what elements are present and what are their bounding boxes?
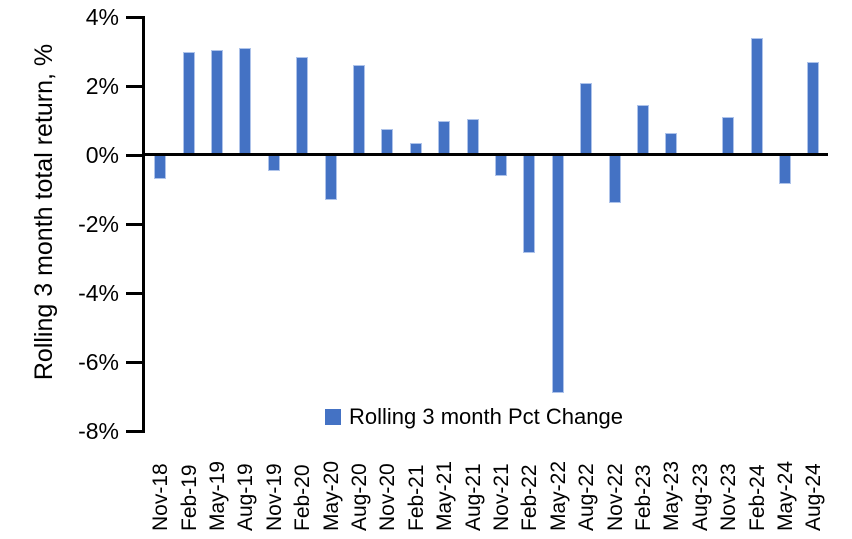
x-tick-label-Feb-20: Feb-20 bbox=[291, 464, 314, 531]
bar-Aug-24 bbox=[807, 62, 819, 155]
x-tick-label-May-24: May-24 bbox=[774, 460, 797, 531]
bar-Feb-23 bbox=[637, 105, 649, 155]
bar-May-24 bbox=[779, 155, 791, 184]
y-tick-label: 2% bbox=[85, 73, 119, 99]
y-tick-mark bbox=[126, 84, 143, 88]
bar-Aug-19 bbox=[239, 48, 251, 155]
x-tick-label-May-21: May-21 bbox=[433, 460, 456, 531]
bar-Feb-22 bbox=[523, 155, 535, 253]
x-tick-label-Feb-21: Feb-21 bbox=[405, 464, 428, 531]
bar-Aug-22 bbox=[580, 83, 592, 155]
y-tick-mark bbox=[126, 222, 143, 226]
x-tick-label-Nov-18: Nov-18 bbox=[149, 463, 172, 531]
bar-Nov-22 bbox=[609, 155, 621, 203]
x-tick-label-Aug-24: Aug-24 bbox=[802, 463, 825, 531]
x-tick-label-Aug-21: Aug-21 bbox=[462, 463, 485, 531]
y-tick-label: 4% bbox=[85, 4, 119, 30]
legend-label: Rolling 3 month Pct Change bbox=[349, 404, 623, 429]
bar-Nov-19 bbox=[268, 155, 280, 171]
x-tick-label-May-22: May-22 bbox=[547, 460, 570, 531]
y-tick-label: -2% bbox=[78, 211, 119, 237]
x-tick-label-May-23: May-23 bbox=[660, 460, 683, 531]
x-tick-label-Nov-19: Nov-19 bbox=[263, 463, 286, 531]
x-tick-label-Feb-23: Feb-23 bbox=[632, 464, 655, 531]
bar-May-22 bbox=[552, 155, 564, 393]
y-tick-mark bbox=[126, 15, 143, 19]
bar-Feb-20 bbox=[296, 57, 308, 155]
x-tick-label-Aug-22: Aug-22 bbox=[575, 463, 598, 531]
bar-Feb-24 bbox=[751, 38, 763, 155]
y-tick-mark bbox=[126, 429, 143, 433]
y-tick-mark bbox=[126, 153, 143, 157]
bar-May-19 bbox=[211, 50, 223, 155]
x-tick-label-Aug-19: Aug-19 bbox=[234, 463, 257, 531]
x-tick-label-Feb-24: Feb-24 bbox=[746, 464, 769, 531]
y-tick-label: -8% bbox=[78, 418, 119, 444]
bar-May-21 bbox=[438, 121, 450, 156]
bar-Nov-20 bbox=[381, 129, 393, 155]
bar-Nov-18 bbox=[154, 155, 166, 179]
y-tick-mark bbox=[126, 360, 143, 364]
legend-marker-icon bbox=[325, 409, 341, 425]
y-tick-label: -4% bbox=[78, 280, 119, 306]
y-axis-line bbox=[142, 16, 145, 433]
x-tick-label-Feb-22: Feb-22 bbox=[518, 464, 541, 531]
x-tick-label-Feb-19: Feb-19 bbox=[178, 464, 201, 531]
bar-Feb-19 bbox=[183, 52, 195, 156]
bar-Aug-21 bbox=[467, 119, 479, 155]
x-tick-label-Aug-20: Aug-20 bbox=[348, 463, 371, 531]
x-tick-label-May-20: May-20 bbox=[320, 460, 343, 531]
zero-baseline bbox=[143, 153, 828, 156]
bar-Nov-23 bbox=[722, 117, 734, 155]
bar-May-23 bbox=[665, 133, 677, 155]
x-tick-label-Nov-23: Nov-23 bbox=[717, 463, 740, 531]
y-tick-label: -6% bbox=[78, 349, 119, 375]
x-tick-label-May-19: May-19 bbox=[206, 460, 229, 531]
y-tick-label: 0% bbox=[85, 142, 119, 168]
bar-May-20 bbox=[325, 155, 337, 200]
bar-Aug-20 bbox=[353, 65, 365, 155]
legend: Rolling 3 month Pct Change bbox=[325, 404, 623, 430]
x-tick-label-Nov-20: Nov-20 bbox=[376, 463, 399, 531]
x-tick-label-Aug-23: Aug-23 bbox=[689, 463, 712, 531]
bar-Nov-21 bbox=[495, 155, 507, 176]
y-tick-mark bbox=[126, 291, 143, 295]
x-tick-label-Nov-21: Nov-21 bbox=[490, 463, 513, 531]
x-tick-label-Nov-22: Nov-22 bbox=[604, 463, 627, 531]
